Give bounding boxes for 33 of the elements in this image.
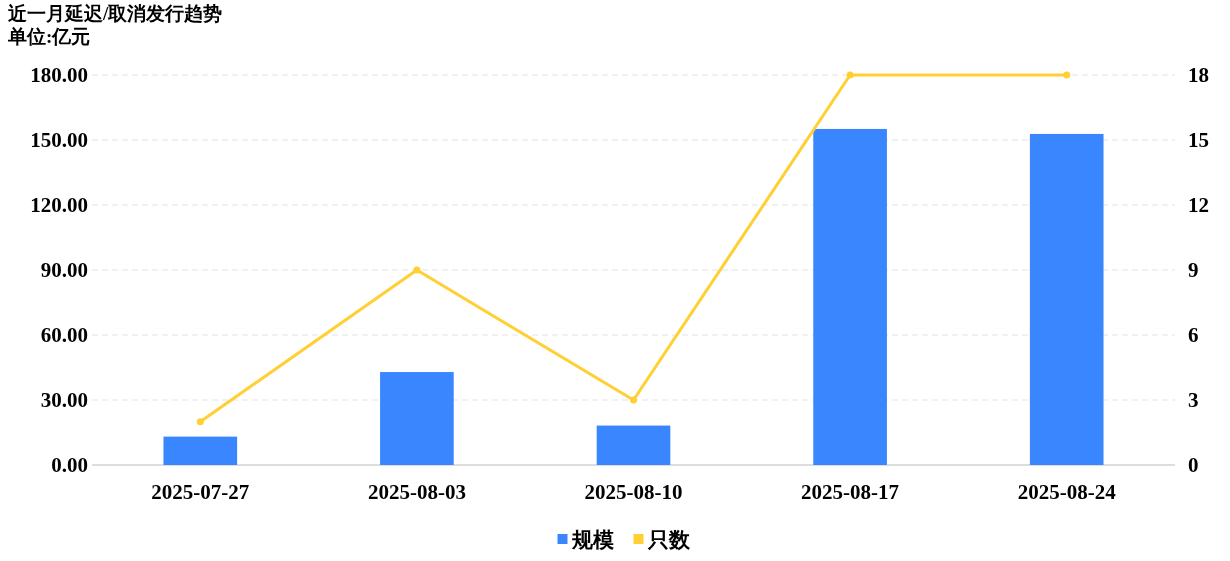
y-tick-label: 0.00 (51, 453, 88, 477)
y-tick-label: 90.00 (40, 258, 88, 282)
legend-label: 只数 (646, 528, 691, 552)
point (846, 71, 854, 79)
x-tick-label: 2025-08-03 (367, 480, 466, 504)
x-tick-label: 2025-08-24 (1017, 480, 1117, 504)
y-tick-label: 120.00 (30, 193, 88, 217)
y2-tick-label: 18 (1188, 63, 1209, 87)
y2-tick-label: 3 (1188, 388, 1199, 412)
legend-label: 规模 (570, 528, 614, 552)
bar (596, 425, 671, 465)
bar (380, 372, 454, 465)
y2-tick-label: 6 (1188, 323, 1199, 347)
point (413, 266, 421, 274)
point (196, 418, 204, 426)
y-tick-label: 30.00 (40, 388, 88, 412)
point (630, 396, 637, 404)
y2-tick-label: 12 (1188, 193, 1209, 217)
chart-title: 近一月延迟/取消发行趋势 (7, 3, 223, 24)
x-tick-label: 2025-08-17 (801, 480, 900, 504)
point (1063, 71, 1071, 79)
y2-tick-label: 15 (1188, 128, 1209, 152)
chart-subtitle: 单位:亿元 (7, 26, 91, 47)
bar (163, 436, 238, 465)
bar (1029, 133, 1104, 465)
x-tick-label: 2025-08-10 (584, 480, 683, 504)
bar (813, 128, 887, 465)
y2-tick-label: 0 (1188, 453, 1199, 477)
y-tick-label: 60.00 (40, 323, 88, 347)
y2-tick-label: 9 (1188, 258, 1199, 282)
y-tick-label: 150.00 (30, 128, 88, 152)
y-tick-label: 180.00 (30, 63, 88, 87)
x-tick-label: 2025-07-27 (151, 480, 250, 504)
